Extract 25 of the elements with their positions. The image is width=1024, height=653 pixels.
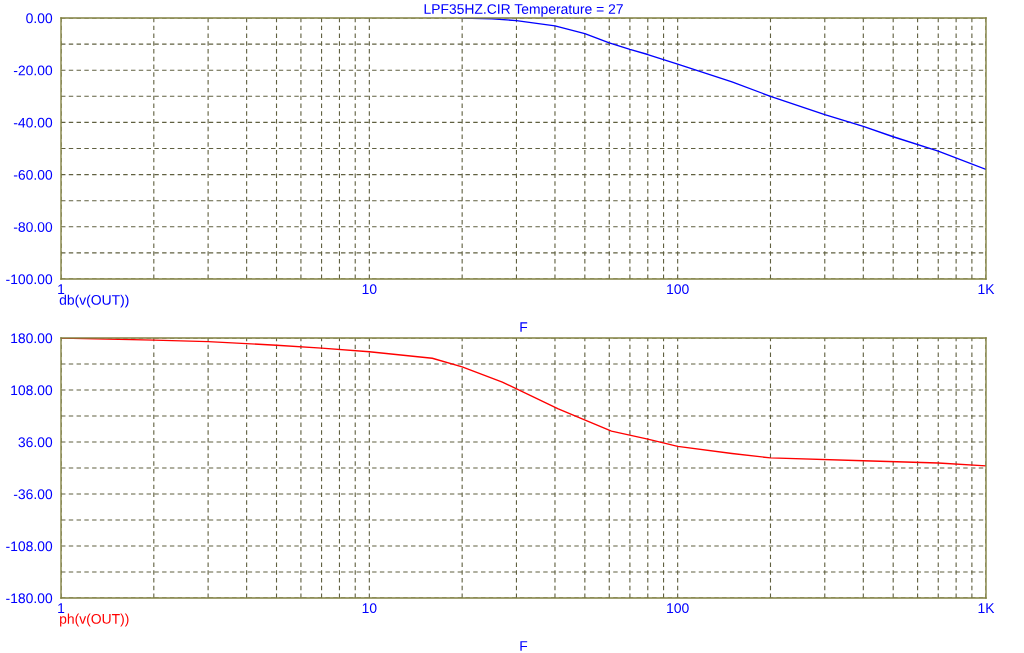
chart-title: LPF35HZ.CIR Temperature = 27: [424, 4, 623, 17]
y-tick-label: -80.00: [13, 222, 53, 232]
y-tick-label: -100.00: [6, 274, 53, 285]
y-tick-label: 36.00: [18, 437, 53, 448]
x-tick-label: 100: [667, 603, 689, 614]
x-tick-label: 1: [58, 284, 65, 294]
x-tick-label: 1K: [978, 284, 995, 294]
y-tick-label: -36.00: [13, 489, 53, 500]
y-tick-label: -108.00: [6, 541, 53, 552]
y-tick-label: -40.00: [13, 117, 53, 128]
text: db(v(OUT)): [59, 294, 129, 308]
x-tick-label: 10: [362, 603, 377, 614]
y-tick-label: 0.00: [26, 13, 53, 24]
y-tick-label: 180.00: [11, 333, 53, 344]
x-tick-label: 10: [362, 284, 377, 295]
y-tick-label: -180.00: [6, 593, 53, 604]
x-tick-label: 100: [667, 284, 689, 295]
x-tick-label: 1K: [978, 603, 995, 613]
x-tick-label: 1: [58, 603, 65, 613]
x-axis-title: F: [520, 641, 528, 651]
y-tick-label: 108.00: [11, 385, 53, 396]
text: ph(v(OUT)): [60, 613, 129, 627]
y-tick-label: -60.00: [13, 169, 53, 180]
y-tick-label: -20.00: [13, 65, 53, 76]
x-axis-title: F: [520, 322, 528, 332]
